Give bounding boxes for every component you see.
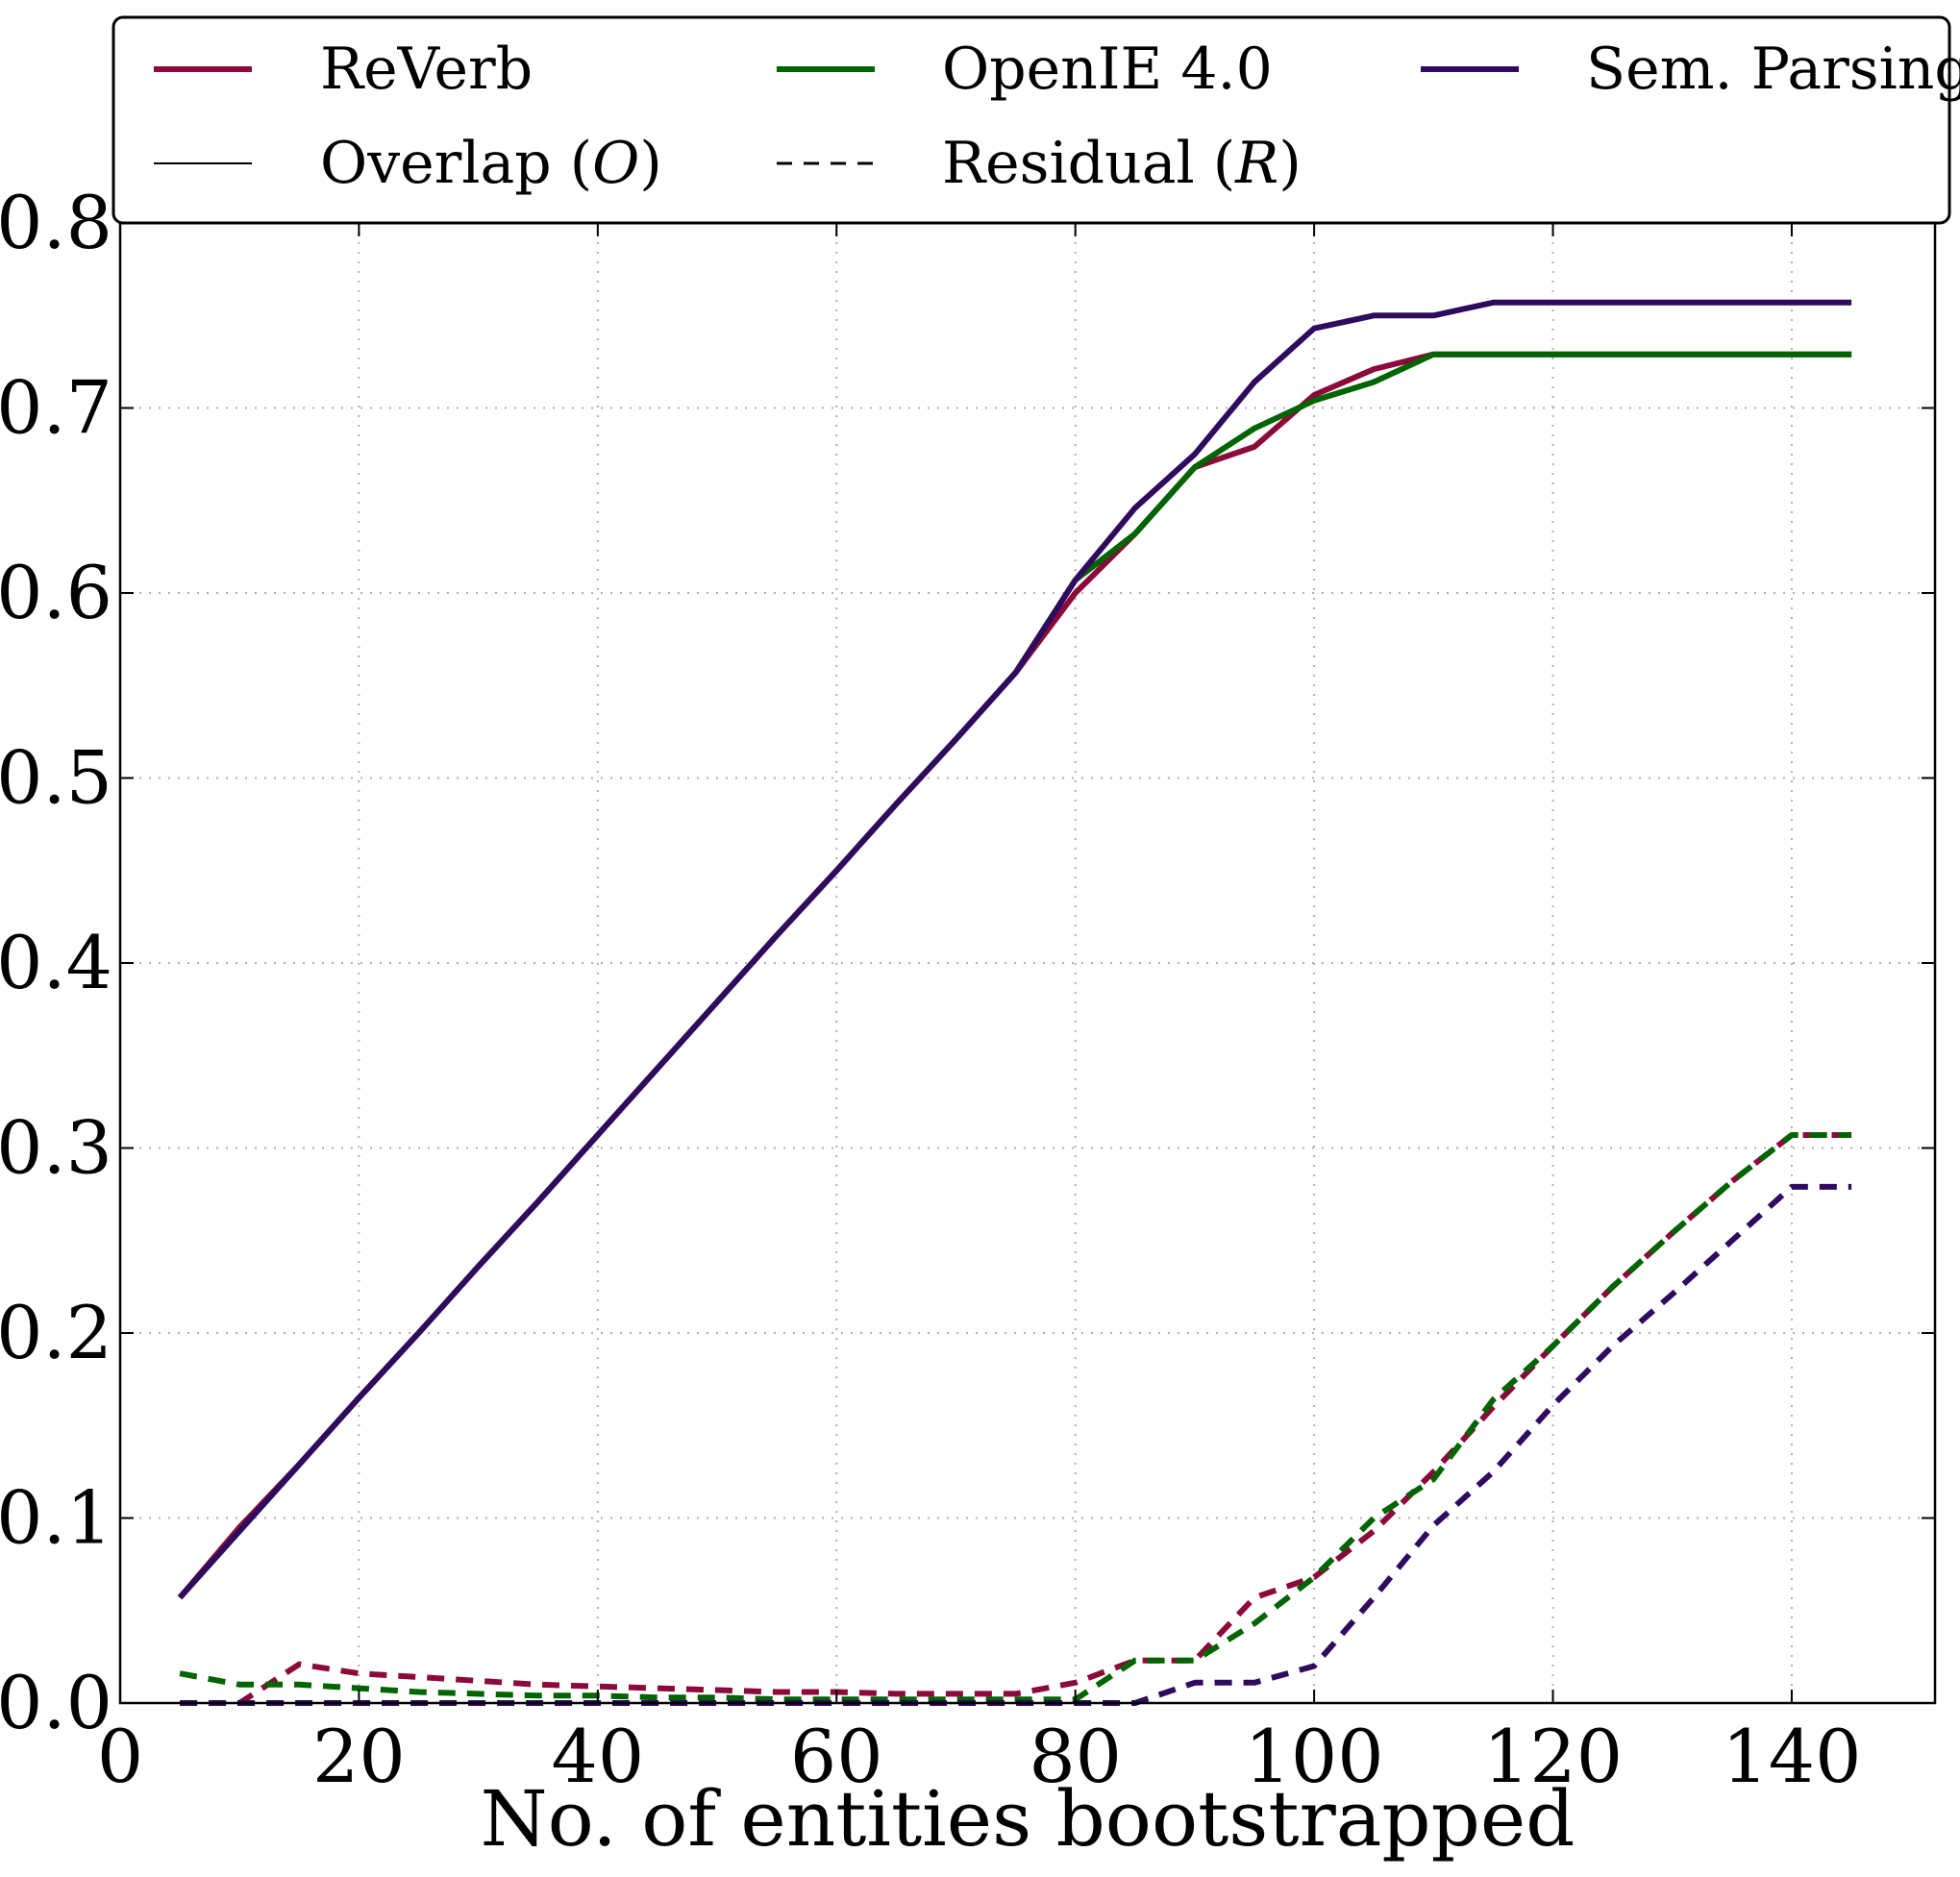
tick-labels: 0 20 40 60 80 100 120 140 0.0 0.1 0.2 0.3 0.4 0.5 0.6 0… <box>0 180 1861 1799</box>
legend-label: OpenIE 4.0 <box>942 36 1273 103</box>
series-line-residual-openie-4-0 <box>179 1132 1852 1703</box>
legend-label: Overlap (O) <box>320 130 662 197</box>
legend-label: Residual (R) <box>942 130 1302 197</box>
grid-lines <box>120 223 1935 1703</box>
y-tick-label: 0.3 <box>0 1105 112 1191</box>
x-tick-label: 40 <box>551 1714 644 1799</box>
legend-item: OpenIE 4.0 <box>777 36 1273 103</box>
x-tick-label: 60 <box>790 1714 883 1799</box>
y-tick-label: 0.4 <box>0 920 112 1005</box>
legend: ReVerb OpenIE 4.0 Sem. Parsing Overlap (O) R… <box>112 15 1960 225</box>
x-tick-label: 140 <box>1722 1714 1861 1799</box>
series-line-residual-sem-parsing <box>180 1183 1852 1706</box>
x-tick-label: 20 <box>312 1714 406 1799</box>
x-axis-label: No. of entities bootstrapped <box>481 1774 1575 1864</box>
axis-ticks <box>119 222 1935 1704</box>
y-tick-label: 0.8 <box>0 180 112 265</box>
x-tick-label: 0 <box>97 1714 143 1799</box>
y-tick-label: 0.1 <box>0 1475 112 1561</box>
plot-area-frame <box>118 221 1937 1705</box>
x-tick-label: 80 <box>1029 1714 1122 1799</box>
x-tick-label: 120 <box>1483 1714 1623 1799</box>
legend-item: Residual (R) <box>777 130 1302 197</box>
series-line-residual-reverb <box>180 1132 1852 1706</box>
y-tick-label: 0.5 <box>0 735 112 821</box>
y-tick-label: 0.0 <box>0 1660 112 1745</box>
series-line-overlap-sem-parsing <box>177 299 1852 1600</box>
legend-label: Sem. Parsing <box>1586 36 1960 103</box>
legend-item: ReVerb <box>154 36 533 103</box>
y-tick-label: 0.6 <box>0 550 112 635</box>
series-line-overlap-reverb <box>177 351 1852 1600</box>
data-lines <box>177 299 1852 1706</box>
legend-item: Sem. Parsing <box>1421 36 1960 103</box>
legend-label: ReVerb <box>320 36 533 103</box>
series-line-overlap-openie-4-0 <box>177 351 1852 1600</box>
x-tick-label: 100 <box>1245 1714 1384 1799</box>
y-tick-label: 0.7 <box>0 365 112 451</box>
y-tick-label: 0.2 <box>0 1290 112 1375</box>
legend-item: Overlap (O) <box>154 130 662 197</box>
